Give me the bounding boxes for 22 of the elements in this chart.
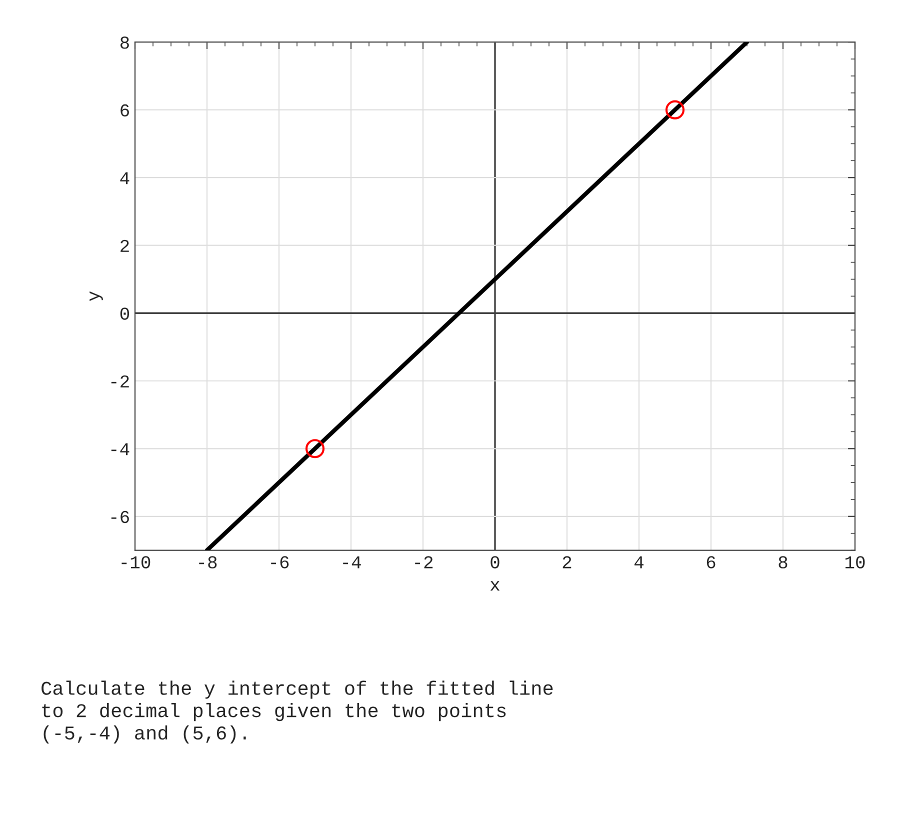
y-tick-label: 6 <box>120 104 129 117</box>
x-tick-label: -4 <box>343 556 361 568</box>
x-tick-label: -6 <box>271 556 289 568</box>
y-tick-label: 0 <box>120 308 130 320</box>
x-axis-title: x <box>490 581 500 591</box>
y-tick-label: 8 <box>120 36 129 49</box>
x-tick-label: 2 <box>562 556 572 568</box>
y-tick-label: 4 <box>120 172 130 184</box>
x-tick-label: 8 <box>778 556 788 568</box>
x-tick-label: 0 <box>490 556 500 568</box>
x-tick-label: 4 <box>634 556 644 568</box>
x-tick-label: -8 <box>199 556 217 568</box>
x-tick-label: -2 <box>415 556 433 568</box>
y-axis-title: y <box>90 291 103 302</box>
x-tick-label: 10 <box>845 556 865 568</box>
y-tick-label: -2 <box>111 375 129 388</box>
y-tick-label: 2 <box>120 240 129 252</box>
y-tick-label: -4 <box>111 443 130 456</box>
x-tick-label: -10 <box>122 556 150 568</box>
text: Calculate the y intercept of the fitted line to 2 decimal places given the two points (-5,-4) and (5,6). <box>42 680 553 744</box>
x-tick-label: 6 <box>706 556 716 568</box>
y-tick-label: -6 <box>111 510 129 524</box>
